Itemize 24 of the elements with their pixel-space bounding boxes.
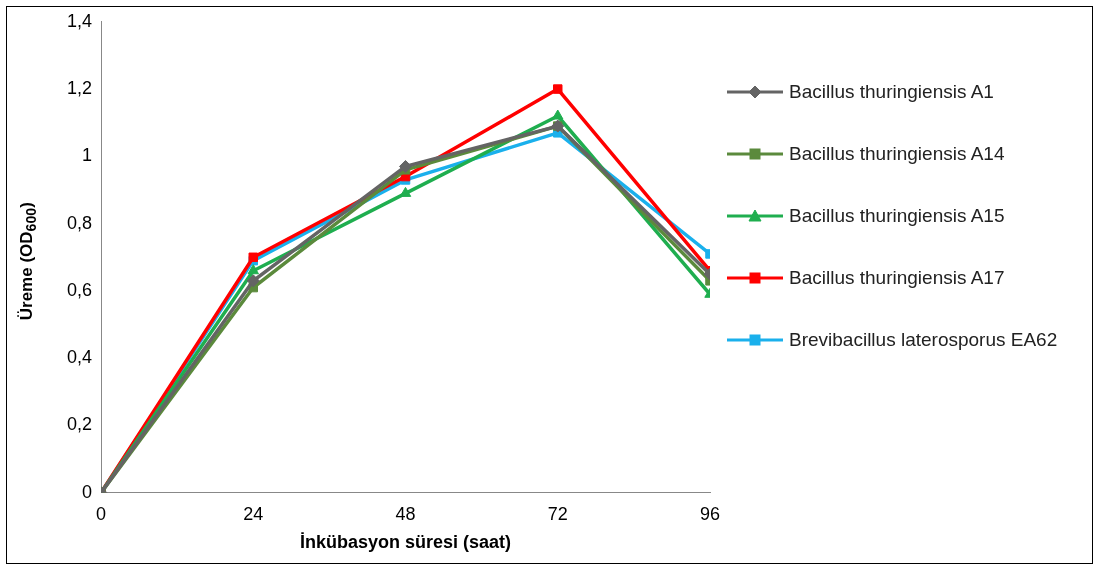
- x-tick-label: 48: [395, 503, 416, 524]
- x-tick-label: 0: [96, 503, 107, 524]
- y-tick-label: 1,2: [66, 78, 93, 99]
- legend-label: Brevibacillus laterosporus EA62: [789, 328, 1058, 352]
- y-tick-label: 0: [82, 481, 93, 502]
- y-tick-label: 0,8: [66, 212, 93, 233]
- y-tick-label: 0,2: [66, 414, 93, 435]
- point: [553, 84, 563, 94]
- y-tick-label: 0,4: [66, 347, 93, 368]
- y-tick-label: 0,6: [66, 279, 93, 300]
- legend-label: Bacillus thuringiensis A1: [789, 80, 994, 104]
- x-tick-label: 96: [699, 503, 721, 524]
- point: [246, 274, 260, 288]
- point: [399, 159, 413, 173]
- y-tick-label: 1,4: [66, 10, 93, 31]
- point: [247, 264, 259, 275]
- y-tick-label: 1: [82, 145, 93, 166]
- point: [552, 109, 564, 120]
- legend-label: Bacillus thuringiensis A17: [789, 266, 1005, 290]
- x-axis-title: İnkübasyon süresi (saat): [299, 532, 512, 553]
- legend-label: Bacillus thuringiensis A15: [789, 204, 1005, 228]
- legend-label: Bacillus thuringiensis A14: [789, 142, 1005, 166]
- x-tick-label: 72: [547, 503, 568, 524]
- x-tick-label: 24: [243, 503, 264, 524]
